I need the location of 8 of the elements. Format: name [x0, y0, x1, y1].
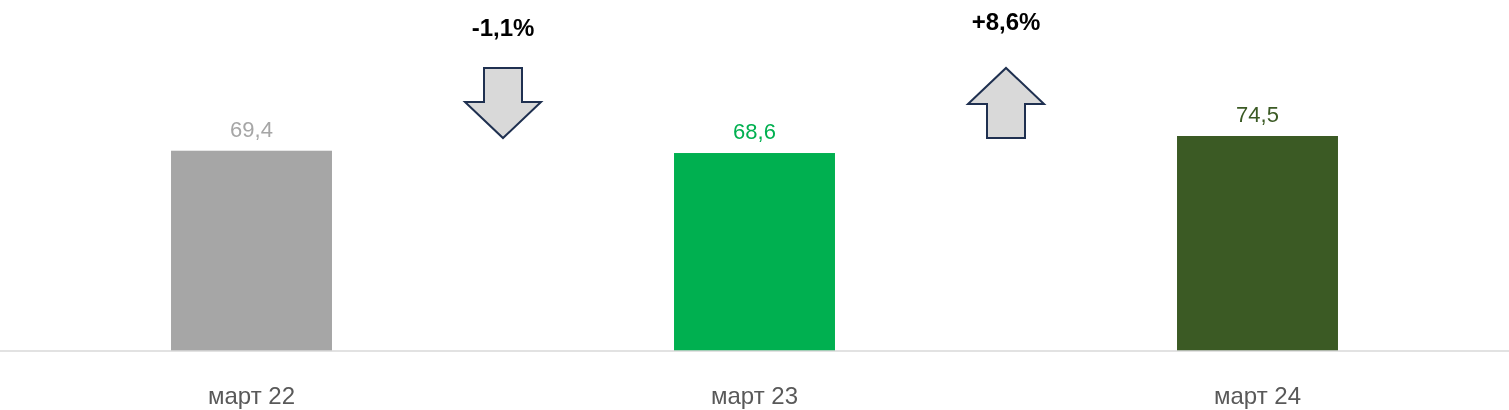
text: +8,6% [971, 8, 1041, 35]
data-label: 74,5 [1236, 102, 1279, 127]
x-tick-label: март 24 [1213, 382, 1302, 409]
data-label: 68,6 [733, 119, 776, 145]
x-tick-label: март 22 [207, 382, 296, 409]
data-label: 69,4 [230, 116, 273, 142]
text: -1,1% [471, 14, 535, 41]
x-tick-label: март 23 [710, 382, 799, 409]
